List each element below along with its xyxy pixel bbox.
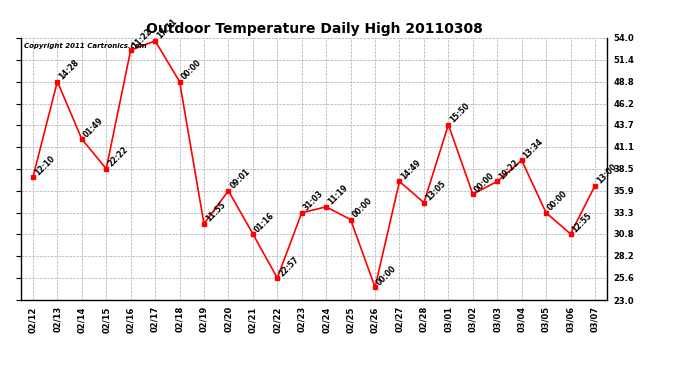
Text: 22:22: 22:22 bbox=[106, 146, 130, 169]
Text: 00:00: 00:00 bbox=[546, 189, 569, 213]
Text: 11:22: 11:22 bbox=[130, 27, 154, 50]
Text: 11:19: 11:19 bbox=[326, 183, 350, 207]
Text: 09:01: 09:01 bbox=[228, 167, 252, 191]
Text: 19:22: 19:22 bbox=[497, 158, 521, 182]
Text: 15:50: 15:50 bbox=[448, 102, 471, 125]
Text: 13:05: 13:05 bbox=[424, 179, 447, 203]
Text: 11:55: 11:55 bbox=[204, 201, 227, 224]
Text: 01:16: 01:16 bbox=[253, 210, 276, 234]
Text: 00:00: 00:00 bbox=[179, 58, 203, 81]
Text: 00:00: 00:00 bbox=[351, 196, 374, 219]
Text: 22:57: 22:57 bbox=[277, 255, 301, 278]
Text: 00:00: 00:00 bbox=[473, 171, 496, 194]
Text: 17:11: 17:11 bbox=[155, 17, 179, 41]
Text: Copyright 2011 Cartronics.com: Copyright 2011 Cartronics.com bbox=[23, 43, 146, 49]
Text: 01:49: 01:49 bbox=[82, 116, 105, 139]
Text: 12:55: 12:55 bbox=[571, 211, 594, 234]
Text: 13:34: 13:34 bbox=[522, 137, 545, 160]
Text: 31:03: 31:03 bbox=[302, 189, 325, 213]
Text: 00:00: 00:00 bbox=[375, 264, 398, 287]
Text: 14:49: 14:49 bbox=[400, 158, 423, 182]
Title: Outdoor Temperature Daily High 20110308: Outdoor Temperature Daily High 20110308 bbox=[146, 22, 482, 36]
Text: 13:00: 13:00 bbox=[595, 162, 618, 186]
Text: 12:10: 12:10 bbox=[33, 154, 57, 177]
Text: 14:28: 14:28 bbox=[57, 58, 81, 81]
